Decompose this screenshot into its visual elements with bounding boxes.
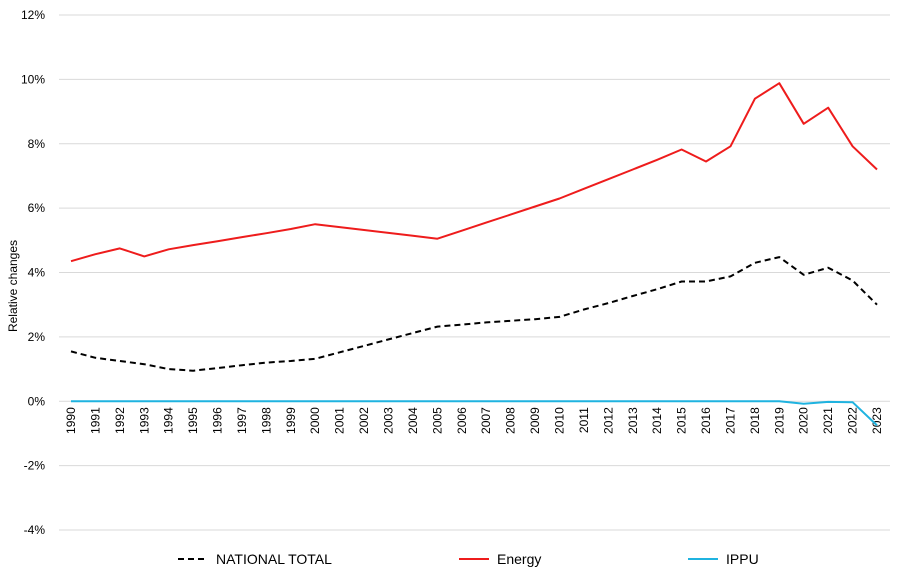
x-tick-label: 1991 [88, 407, 102, 434]
y-tick-label: -2% [24, 459, 46, 473]
y-tick-label: 4% [28, 266, 46, 280]
x-tick-label: 2023 [870, 407, 884, 434]
x-tick-label: 1994 [162, 407, 176, 434]
x-tick-label: 2002 [357, 407, 371, 434]
x-tick-label: 1993 [137, 407, 151, 434]
x-tick-label: 2003 [382, 407, 396, 434]
x-tick-label: 1990 [64, 407, 78, 434]
x-tick-label: 2000 [308, 407, 322, 434]
x-tick-label: 2020 [797, 407, 811, 434]
y-tick-label: -4% [24, 523, 46, 537]
y-tick-label: 12% [21, 8, 45, 22]
x-tick-label: 1996 [211, 407, 225, 434]
y-tick-label: 0% [28, 394, 46, 408]
y-tick-label: 2% [28, 330, 46, 344]
x-tick-label: 2021 [821, 407, 835, 434]
x-tick-label: 2019 [772, 407, 786, 434]
x-tick-label: 1997 [235, 407, 249, 434]
x-tick-label: 2012 [601, 407, 615, 434]
x-tick-label: 2009 [528, 407, 542, 434]
y-tick-label: 8% [28, 137, 46, 151]
series-line-ippu [71, 400, 878, 427]
y-axis-title: Relative changes [6, 240, 20, 332]
series-lines [70, 82, 878, 427]
x-tick-label: 2016 [699, 407, 713, 434]
x-tick-label: 1999 [284, 407, 298, 434]
y-tick-label: 10% [21, 72, 45, 86]
x-tick-label: 2010 [552, 407, 566, 434]
x-tick-label: 2018 [748, 407, 762, 434]
legend: NATIONAL TOTAL Energy IPPU [178, 551, 759, 567]
legend-label: NATIONAL TOTAL [216, 551, 332, 567]
y-tick-label: 6% [28, 201, 46, 215]
x-tick-label: 2017 [723, 407, 737, 434]
x-axis-tick-labels: 1990 1991 1992 1993 1994 1995 1996 1997 1998 1999… [64, 407, 884, 434]
x-tick-label: 2014 [650, 407, 664, 434]
x-tick-label: 2022 [846, 407, 860, 434]
x-tick-label: 2015 [675, 407, 689, 434]
series-line-energy [70, 82, 878, 263]
x-tick-label: 1992 [113, 407, 127, 434]
x-tick-label: 2011 [577, 407, 591, 433]
legend-label: IPPU [726, 551, 759, 567]
y-axis-tick-labels: -4% -2% 0% 2% 4% 6% 8% 10% 12% [21, 8, 45, 537]
x-tick-label: 1995 [186, 407, 200, 434]
x-tick-label: 2008 [504, 407, 518, 434]
x-tick-label: 2005 [430, 407, 444, 434]
x-tick-label: 2007 [479, 407, 493, 434]
x-tick-label: 2001 [333, 407, 347, 434]
x-tick-label: 2004 [406, 407, 420, 434]
legend-label: Energy [497, 551, 541, 567]
x-tick-label: 2006 [455, 407, 469, 434]
x-tick-label: 1998 [259, 407, 273, 434]
series-line-national-total [70, 256, 878, 372]
x-tick-label: 2013 [626, 407, 640, 434]
